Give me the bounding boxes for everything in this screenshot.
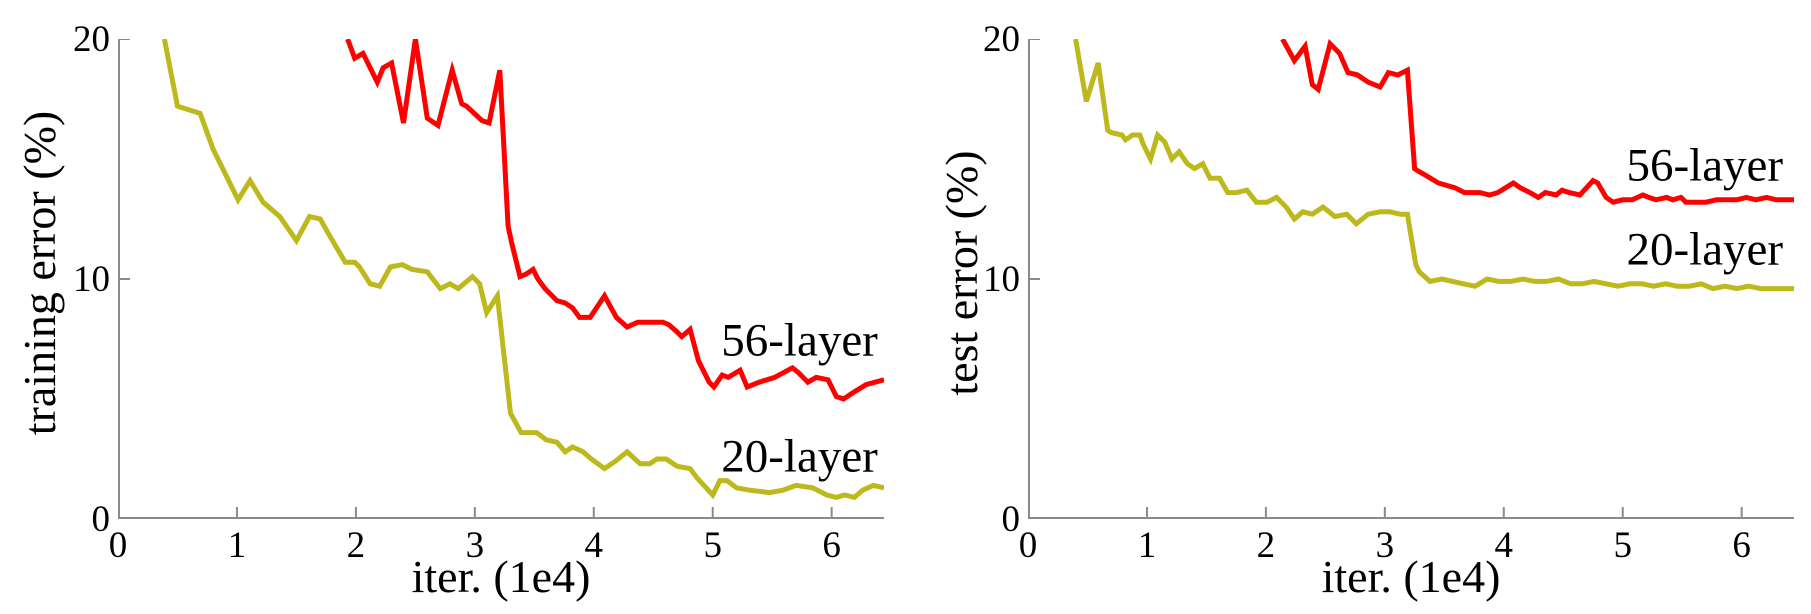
x-tick-label: 6 [822, 525, 841, 566]
x-tick-label: 3 [465, 525, 485, 566]
y-tick-label: 10 [73, 259, 110, 300]
test-error-chart-canvas [1028, 39, 1794, 519]
training-error-chart-canvas [118, 39, 884, 519]
training-plot-y-axis-title: training error (%) [14, 110, 65, 436]
x-tick-label: 1 [227, 525, 247, 566]
curve-label-56-layer: 56-layer [721, 314, 878, 367]
series-line-20-layer [161, 39, 884, 501]
training-error-plot: 0 1 2 3 4 5 6 0 10 20 56-layer 20-layer [73, 21, 884, 564]
x-tick-label: 2 [1256, 525, 1276, 566]
x-tick-label: 0 [1018, 525, 1038, 566]
curve-label-56-layer: 56-layer [1626, 139, 1784, 192]
series-line-56-layer [1280, 39, 1794, 205]
x-tick-label: 2 [346, 525, 366, 566]
series-line-20-layer [1073, 39, 1794, 292]
x-tick-label: 5 [1613, 525, 1632, 566]
x-tick-label: 6 [1732, 525, 1751, 566]
y-tick-label: 20 [983, 19, 1020, 60]
test-error-plot: 0 1 2 3 4 5 6 0 10 20 56-layer 20-layer [983, 21, 1794, 564]
x-tick-label: 4 [584, 525, 604, 566]
y-tick-label: 20 [73, 19, 110, 60]
curve-label-20-layer: 20-layer [1626, 223, 1784, 276]
x-tick-label: 5 [703, 525, 722, 566]
curve-label-20-layer: 20-layer [721, 430, 878, 483]
y-tick-label: 0 [91, 499, 111, 540]
test-plot-x-axis-title: iter. (1e4) [1321, 551, 1501, 602]
y-tick-label: 0 [1001, 499, 1021, 540]
series-line-56-layer [345, 39, 884, 402]
training-plot-x-axis-title: iter. (1e4) [411, 551, 591, 602]
y-tick-label: 10 [983, 259, 1020, 300]
x-tick-label: 0 [108, 525, 128, 566]
x-tick-label: 3 [1375, 525, 1395, 566]
x-tick-label: 4 [1494, 525, 1514, 566]
x-tick-label: 1 [1137, 525, 1157, 566]
